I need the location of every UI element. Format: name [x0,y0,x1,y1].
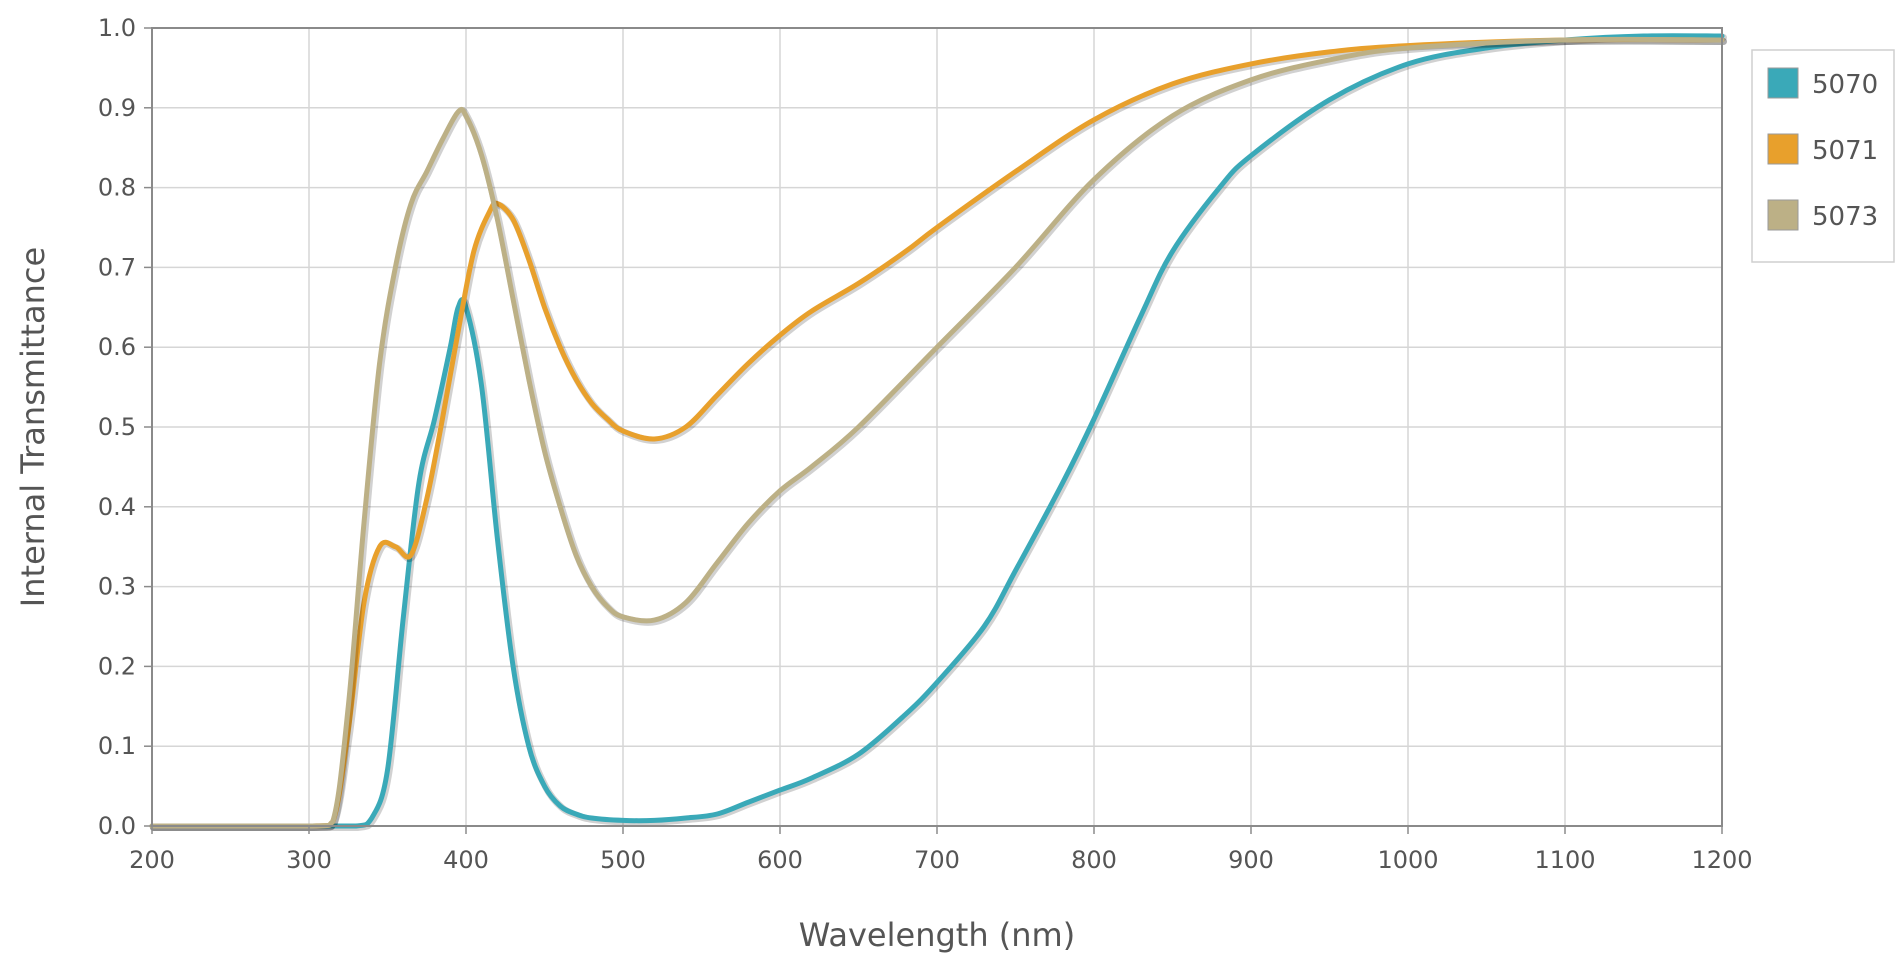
legend-swatch [1767,199,1799,231]
x-tick-label: 900 [1228,846,1274,874]
legend-label: 5073 [1812,202,1878,232]
legend-swatch [1767,67,1799,99]
x-tick-label: 1200 [1691,846,1752,874]
x-tick-label: 1000 [1377,846,1438,874]
legend-swatch [1767,133,1799,165]
y-tick-label: 0.9 [98,94,136,122]
legend-item-5073[interactable]: 5073 [1767,199,1878,232]
x-axis-title: Wavelength (nm) [799,916,1075,953]
series-5070 [149,33,1727,832]
y-axis-title: Internal Transmittance [14,247,52,607]
series-layer [149,33,1727,832]
x-tick-label: 600 [757,846,803,874]
y-tick-label: 0.0 [98,812,136,840]
x-tick-label: 500 [600,846,646,874]
x-tick-label: 1100 [1534,846,1595,874]
y-tick-label: 1.0 [98,14,136,42]
y-tick-label: 0.4 [98,493,136,521]
y-axis-ticks: 0.0 0.1 0.2 0.3 0.4 0.5 0.6 0.7 0.8 0.9 1.0 [98,14,152,840]
y-tick-label: 0.8 [98,174,136,202]
y-tick-label: 0.1 [98,732,136,760]
y-tick-label: 0.3 [98,573,136,601]
legend-item-5071[interactable]: 5071 [1767,133,1878,166]
x-axis-ticks: 200 300 400 500 600 700 800 900 1000 1100 1200 [129,826,1753,874]
x-tick-label: 400 [443,846,489,874]
legend: 5070 5071 5073 [1751,49,1895,263]
legend-item-5070[interactable]: 5070 [1767,67,1878,100]
y-tick-label: 0.7 [98,253,136,281]
y-tick-label: 0.6 [98,333,136,361]
series-line-5073 [149,36,1725,829]
x-tick-label: 200 [129,846,175,874]
legend-label: 5071 [1812,136,1878,166]
legend-label: 5070 [1812,70,1878,100]
x-tick-label: 800 [1071,846,1117,874]
y-tick-label: 0.2 [98,652,136,680]
x-tick-label: 300 [286,846,332,874]
series-line-5070 [149,33,1725,829]
series-5071 [149,37,1727,832]
series-5073 [149,36,1727,832]
x-tick-label: 700 [914,846,960,874]
series-line-5071 [149,37,1725,829]
y-tick-label: 0.5 [98,413,136,441]
